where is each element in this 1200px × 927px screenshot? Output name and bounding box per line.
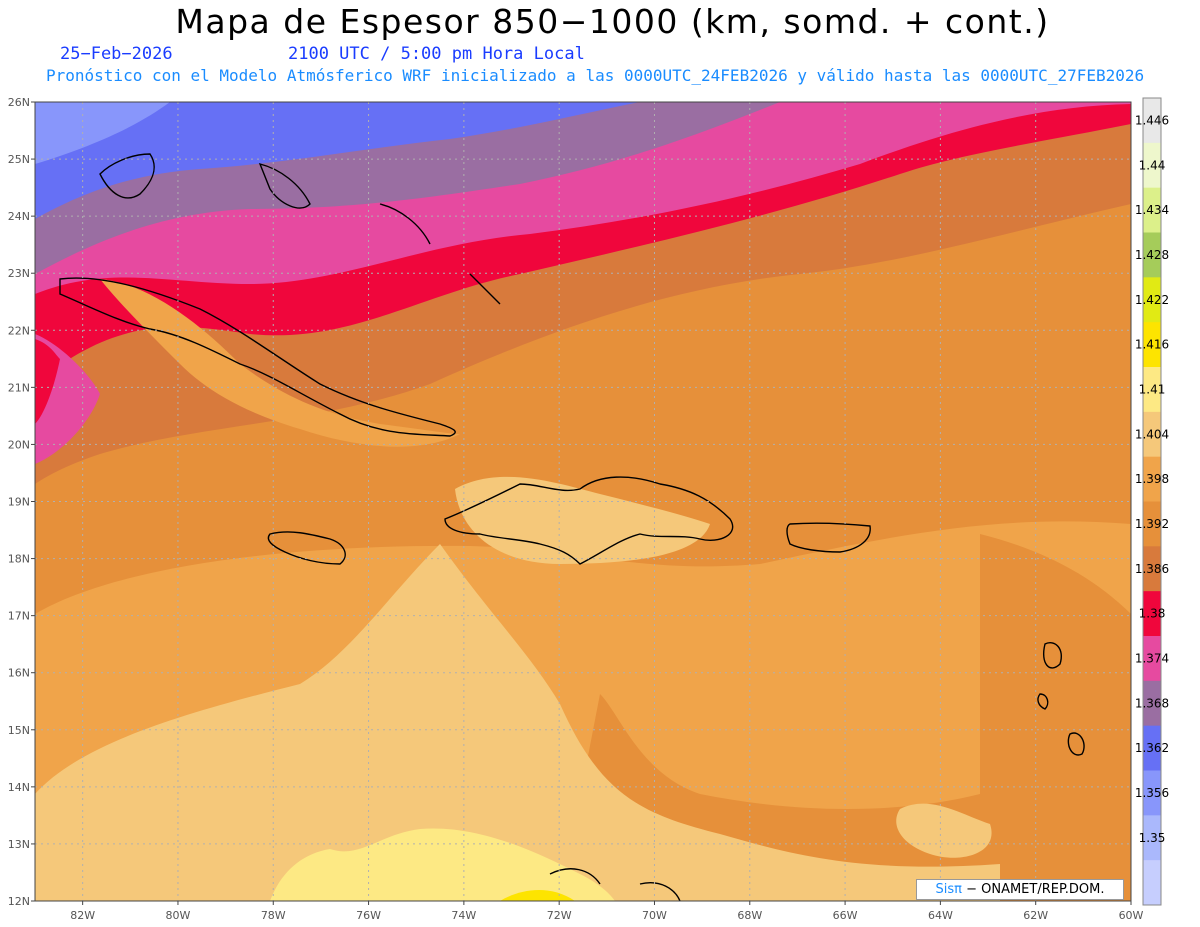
colorbar-swatch (1143, 411, 1161, 458)
band-1410 (270, 828, 615, 901)
colorbar-swatch (1143, 322, 1161, 368)
axis-labels: 26N 25N 24N 23N 22N 21N 20N 19N 18N 17N 16N 15N 14N 1… (8, 96, 1144, 922)
colorbar-label: 1.392 (1135, 517, 1169, 531)
lon-label: 66W (833, 909, 858, 922)
lat-label: 15N (8, 724, 30, 737)
band-1362 (35, 102, 640, 219)
bahamas-florida (99, 153, 501, 305)
colorbar-swatch (1143, 142, 1161, 189)
colorbar-swatch (1143, 860, 1161, 906)
lat-label: 12N (8, 895, 30, 908)
colorbar-swatch (1143, 187, 1161, 233)
jamaica-coast (267, 531, 346, 565)
colorbar-swatch (1143, 456, 1161, 502)
band-1380-west (35, 339, 60, 424)
lon-label: 76W (356, 909, 381, 922)
colorbar-swatch (1143, 636, 1161, 682)
band-1404 (35, 544, 1000, 901)
colorbar-label: 1.374 (1135, 651, 1169, 665)
lat-label: 18N (8, 553, 30, 566)
lon-label: 82W (70, 909, 95, 922)
hispaniola-coast (444, 476, 734, 565)
colorbar-label: 1.434 (1135, 203, 1169, 217)
lat-label: 26N (8, 96, 30, 109)
band-1416 (500, 890, 575, 901)
credit-box: Sisπ − ONAMET/REP.DOM. (916, 879, 1124, 900)
lat-label: 19N (8, 496, 30, 509)
cuba-coast (59, 277, 456, 437)
colorbar-label: 1.428 (1135, 248, 1169, 262)
sispi-logo: Sisπ (935, 882, 962, 897)
colorbar-swatch (1143, 277, 1161, 323)
lon-label: 64W (928, 909, 953, 922)
thickness-map: 26N 25N 24N 23N 22N 21N 20N 19N 18N 17N 16N 15N 14N 1… (8, 96, 1169, 922)
lon-label: 68W (737, 909, 762, 922)
lon-label: 62W (1023, 909, 1048, 922)
lesser-antilles (1037, 642, 1085, 756)
colorbar-label: 1.416 (1135, 338, 1169, 352)
colorbar-swatch (1143, 232, 1161, 278)
lat-label: 20N (8, 438, 30, 451)
lon-label: 74W (451, 909, 476, 922)
colorbar-label: 1.398 (1135, 472, 1169, 486)
lon-label: 78W (261, 909, 286, 922)
colorbar-swatch (1143, 367, 1161, 413)
colorbar-label: 1.41 (1139, 382, 1166, 396)
colorbar-swatch (1143, 770, 1161, 816)
forecast-date: 25−Feb−2026 (60, 44, 173, 64)
colorbar-swatch (1143, 501, 1161, 547)
forecast-time: 2100 UTC / 5:00 pm Hora Local (288, 44, 585, 64)
colorbar-label: 1.404 (1135, 427, 1169, 441)
lon-label: 80W (166, 909, 191, 922)
colorbar-label: 1.422 (1135, 293, 1169, 307)
lat-lon-grid (35, 102, 1131, 901)
colorbar-frame (1142, 97, 1162, 906)
lat-label: 16N (8, 667, 30, 680)
colorbar-label: 1.44 (1139, 158, 1166, 172)
lon-label: 60W (1119, 909, 1144, 922)
map-title: Mapa de Espesor 850−1000 (km, somd. + co… (175, 2, 1050, 41)
colorbar-label: 1.35 (1139, 831, 1166, 845)
puerto-rico-coast (786, 522, 871, 553)
south-america-coast (549, 868, 681, 901)
band-1356 (35, 102, 170, 164)
colorbar-label: 1.386 (1135, 562, 1169, 576)
credit-text: − ONAMET/REP.DOM. (966, 882, 1105, 897)
colorbar: 1.446 1.44 1.434 1.428 1.422 1.416 1.41 1.404 1.… (1135, 97, 1169, 906)
colorbar-label: 1.356 (1135, 786, 1169, 800)
colorbar-swatch (1143, 680, 1161, 727)
lon-label: 70W (642, 909, 667, 922)
lat-label: 13N (8, 838, 30, 851)
lat-label: 14N (8, 781, 30, 794)
colorbar-label: 1.368 (1135, 696, 1169, 710)
lat-label: 24N (8, 210, 30, 223)
colorbar-label: 1.446 (1135, 113, 1169, 127)
band-1404-east (896, 803, 992, 858)
lat-label: 21N (8, 381, 30, 394)
colorbar-swatch (1143, 815, 1161, 861)
band-cuba (100, 279, 460, 447)
colorbar-swatch (1143, 546, 1161, 592)
colorbar-swatch (1143, 725, 1161, 771)
colorbar-swatch (1143, 591, 1161, 637)
coastlines (59, 153, 1085, 901)
colorbar-label: 1.38 (1139, 607, 1166, 621)
colorbar-label: 1.362 (1135, 741, 1169, 755)
lon-label: 72W (547, 909, 572, 922)
lat-label: 22N (8, 324, 30, 337)
lat-label: 23N (8, 267, 30, 280)
forecast-note: Pronóstico con el Modelo Atmósferico WRF… (46, 66, 1145, 85)
band-1404-hispaniola (455, 476, 710, 564)
lat-label: 17N (8, 610, 30, 623)
lat-label: 25N (8, 153, 30, 166)
thickness-field (35, 102, 1131, 901)
colorbar-swatch (1143, 98, 1161, 144)
